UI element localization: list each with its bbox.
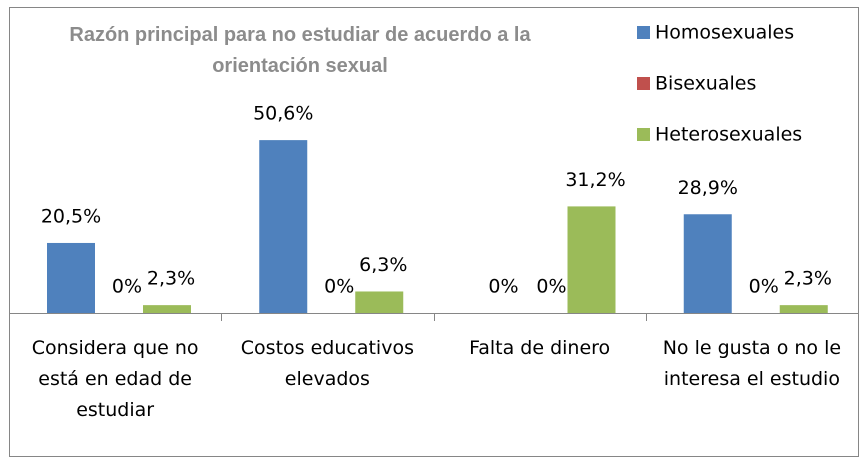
bar <box>355 291 404 313</box>
bar <box>683 214 732 313</box>
data-label: 0% <box>112 276 142 298</box>
x-tick-label: Considera que no está en edad de estudia… <box>31 337 199 421</box>
legend-label: Homosexuales <box>655 22 794 44</box>
data-label: 0% <box>536 276 566 298</box>
bar <box>143 305 191 313</box>
chart-border <box>9 7 859 457</box>
data-label: 0% <box>324 276 354 298</box>
data-label: 2,3% <box>784 268 832 290</box>
data-label: 50,6% <box>253 103 313 125</box>
legend-swatch <box>637 26 650 39</box>
legend-label: Bisexuales <box>655 73 756 95</box>
data-label: 2,3% <box>147 268 195 290</box>
data-label: 0% <box>488 276 518 298</box>
x-tick-label: Falta de dinero <box>469 337 611 359</box>
bar <box>779 305 828 313</box>
bar <box>567 206 616 313</box>
data-label: 20,5% <box>41 205 101 227</box>
x-tick-label: No le gusta o no le interesa el estudio <box>662 337 842 390</box>
legend-swatch <box>637 77 650 90</box>
bar <box>47 242 95 313</box>
data-label: 31,2% <box>565 169 625 191</box>
bar <box>259 140 308 313</box>
x-tick-label: Costos educativos elevados <box>240 337 414 390</box>
legend-swatch <box>637 128 650 141</box>
chart-title: Razón principal para no estudiar de acue… <box>69 24 531 77</box>
data-label: 28,9% <box>678 177 738 199</box>
legend-label: Heterosexuales <box>655 124 802 146</box>
data-label: 0% <box>749 276 779 298</box>
data-label: 6,3% <box>359 254 407 276</box>
